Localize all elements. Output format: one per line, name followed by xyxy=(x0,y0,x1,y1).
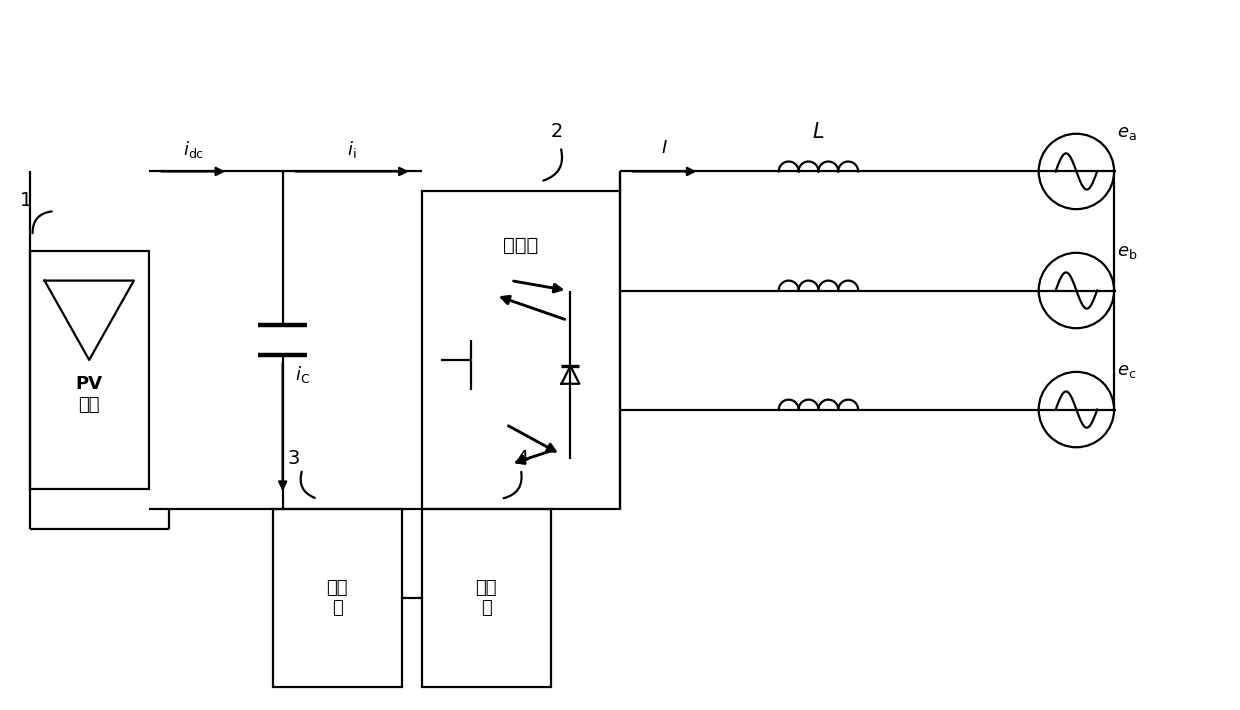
Text: $e_{\mathrm{b}}$: $e_{\mathrm{b}}$ xyxy=(1117,243,1137,261)
Bar xyxy=(422,509,551,687)
Text: $i_{\mathrm{C}}$: $i_{\mathrm{C}}$ xyxy=(295,364,310,385)
Bar xyxy=(422,191,620,509)
Text: $i_{\mathrm{i}}$: $i_{\mathrm{i}}$ xyxy=(347,138,357,160)
Bar xyxy=(30,251,149,489)
Text: $i_{\mathrm{dc}}$: $i_{\mathrm{dc}}$ xyxy=(182,138,203,160)
Text: 3: 3 xyxy=(288,449,300,468)
Text: 1: 1 xyxy=(20,191,32,210)
Text: 2: 2 xyxy=(551,121,563,141)
Bar xyxy=(273,509,402,687)
Text: $\mathit{L}$: $\mathit{L}$ xyxy=(812,121,825,142)
Text: $e_{\mathrm{a}}$: $e_{\mathrm{a}}$ xyxy=(1117,124,1137,142)
Text: $e_{\mathrm{c}}$: $e_{\mathrm{c}}$ xyxy=(1117,362,1136,380)
Text: 传感
器: 传感 器 xyxy=(326,579,348,618)
Text: $\mathbf{\mathit{I}}$: $\mathbf{\mathit{I}}$ xyxy=(661,138,668,157)
Text: 4: 4 xyxy=(516,449,528,468)
Text: PV
阵列: PV 阵列 xyxy=(76,376,103,414)
Text: 控制
器: 控制 器 xyxy=(475,579,497,618)
Text: 逆变器: 逆变器 xyxy=(503,236,538,256)
